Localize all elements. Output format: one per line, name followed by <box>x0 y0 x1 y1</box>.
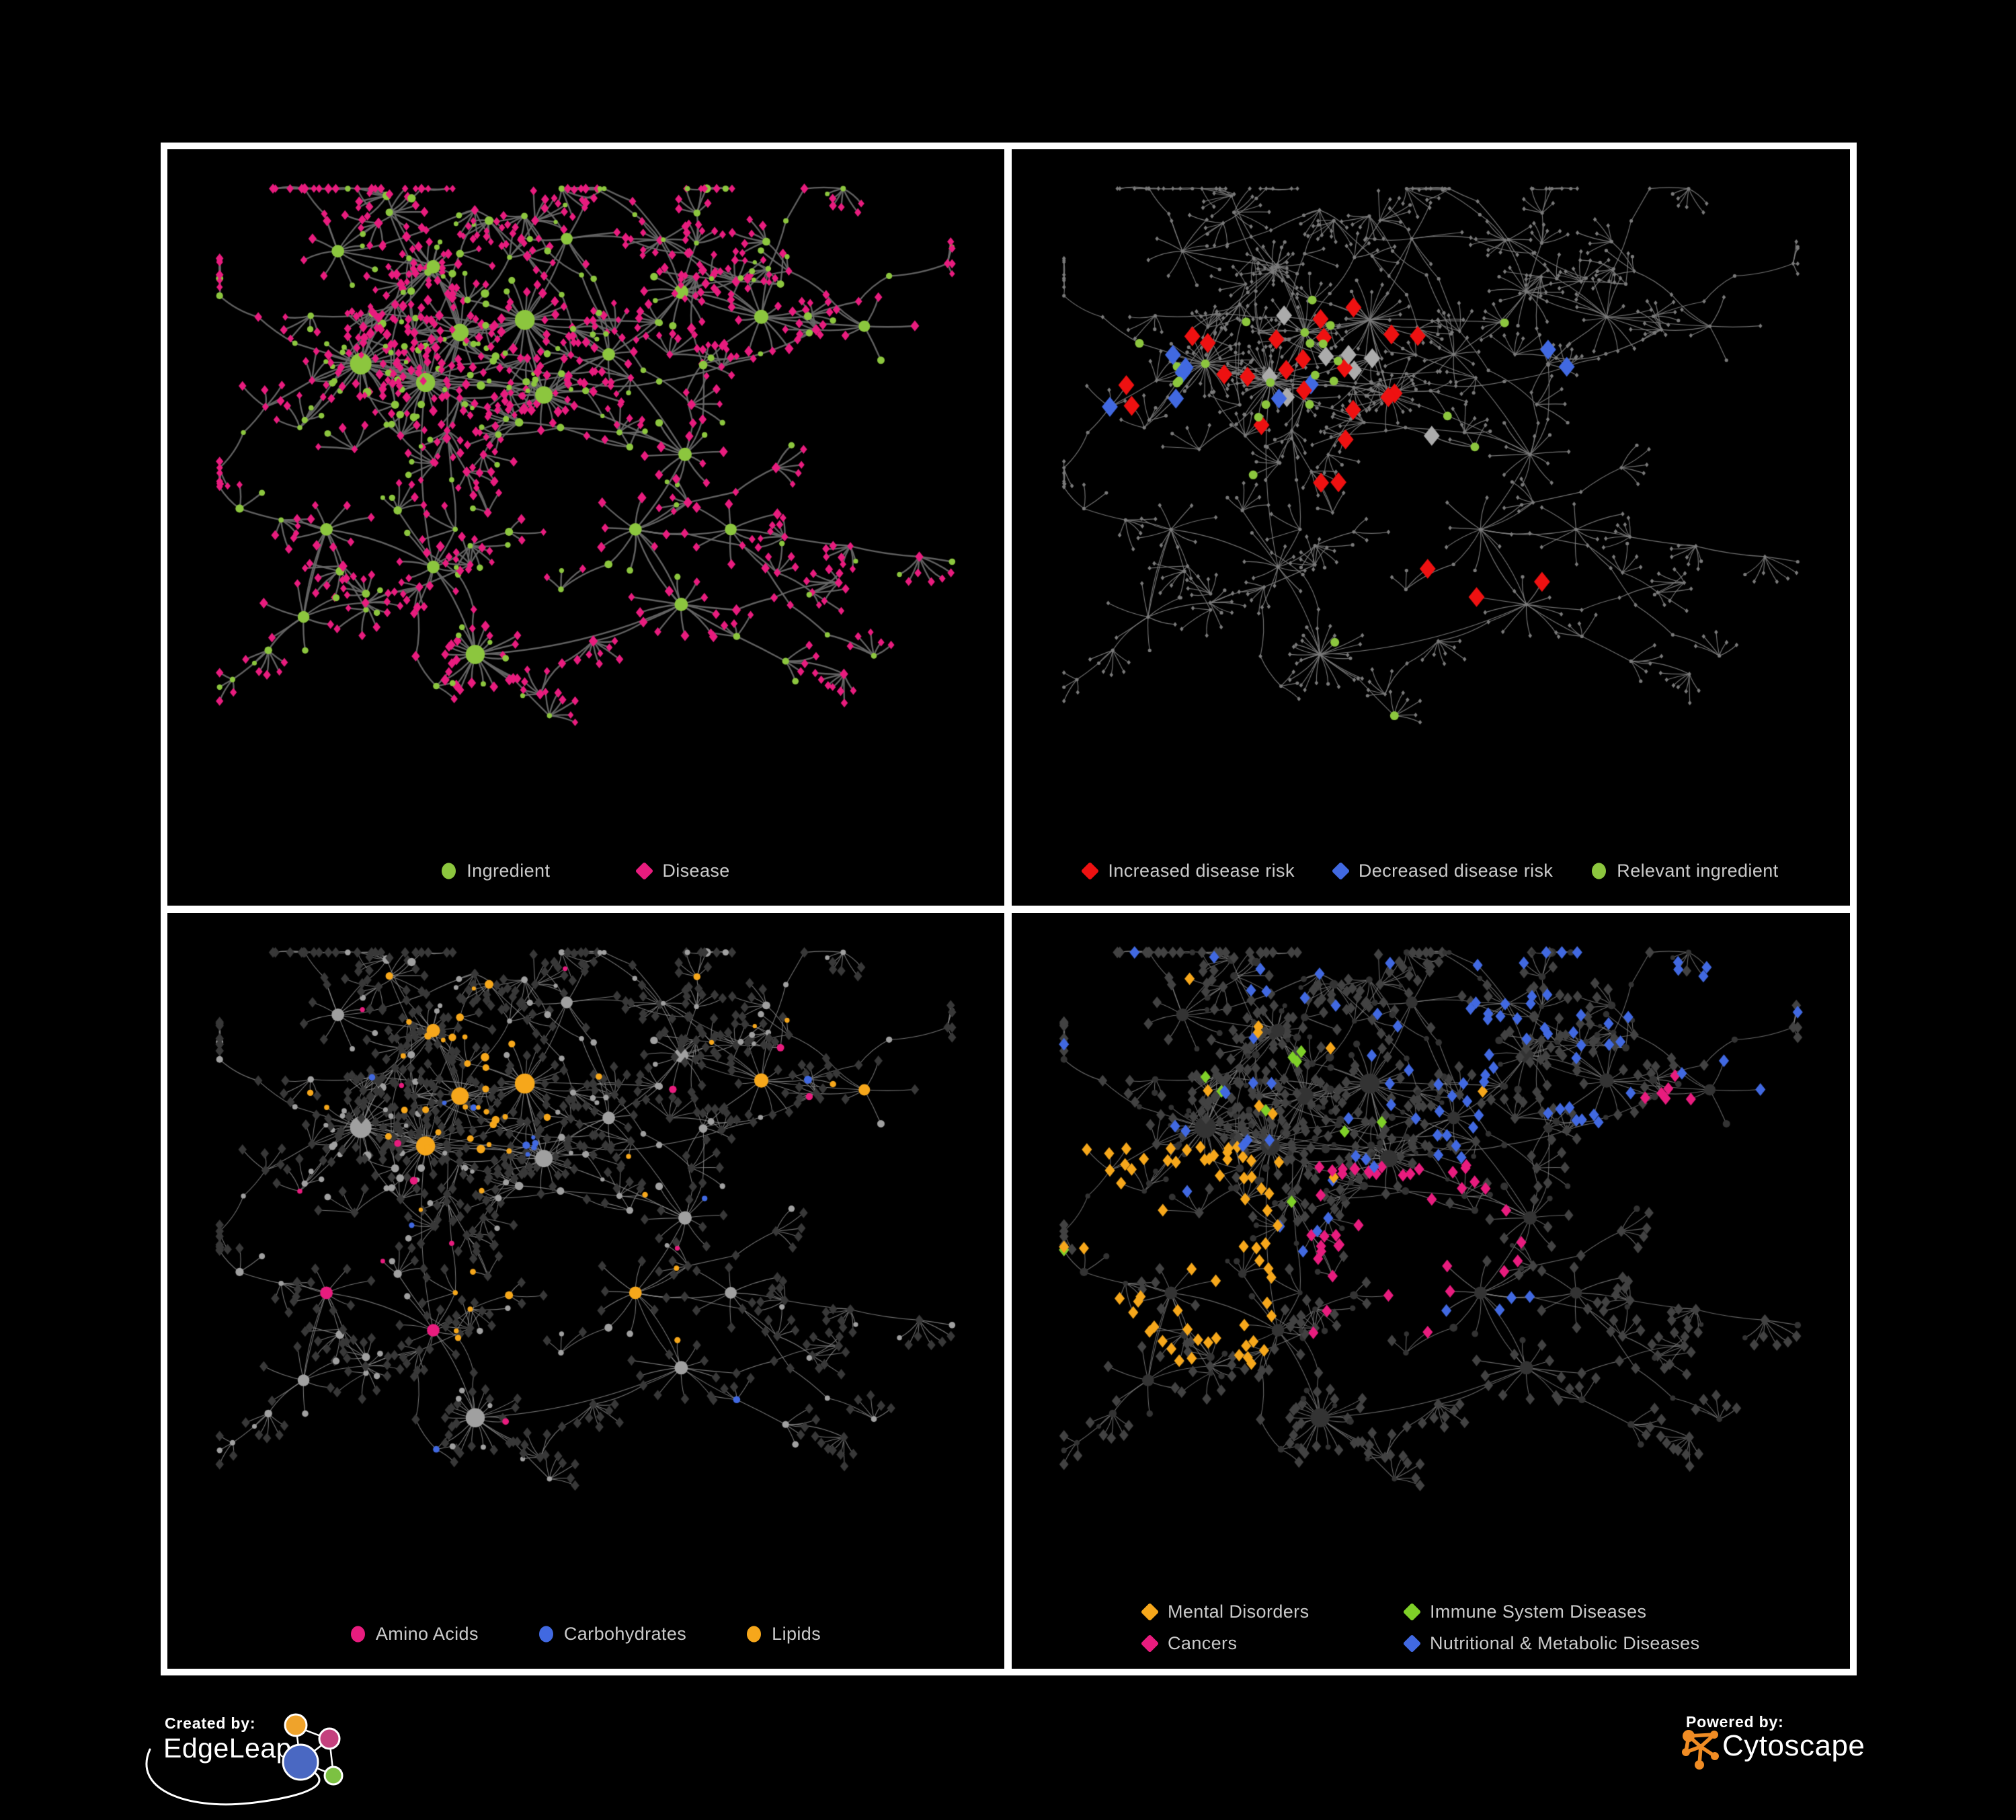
edgeleap-pink-node <box>318 1727 341 1750</box>
legend-label: Immune System Diseases <box>1430 1601 1647 1622</box>
network-canvas-disease-classes <box>1012 913 1850 1669</box>
network-canvas-ingredient-classes <box>167 913 1004 1669</box>
legend-item-disease: Disease <box>635 861 730 881</box>
legend-ingredient-disease: Ingredient Disease <box>167 861 1004 881</box>
nutritional-metabolic-diamond-swatch <box>1402 1634 1422 1653</box>
legend-label: Ingredient <box>467 861 551 881</box>
panel-disease-classes: Mental Disorders Immune System Diseases … <box>1012 913 1850 1669</box>
legend-disease-risk: Increased disease risk Decreased disease… <box>1012 861 1850 881</box>
edgeleap-wordmark: EdgeLeap <box>163 1733 292 1764</box>
legend-label: Amino Acids <box>375 1624 479 1644</box>
decreased-risk-diamond-swatch <box>1331 861 1350 881</box>
legend-label: Mental Disorders <box>1168 1601 1309 1622</box>
legend-disease-classes: Mental Disorders Immune System Diseases … <box>1140 1601 1700 1654</box>
mental-disorders-diamond-swatch <box>1140 1602 1160 1622</box>
cytoscape-wordmark: Cytoscape <box>1722 1729 1865 1762</box>
legend-item-mental-disorders: Mental Disorders <box>1140 1601 1405 1622</box>
legend-item-amino-acids: Amino Acids <box>350 1624 479 1645</box>
legend-ingredient-classes: Amino Acids Carbohydrates Lipids <box>167 1624 1004 1645</box>
amino-acids-circle-swatch <box>350 1626 365 1643</box>
carbohydrates-circle-swatch <box>538 1626 553 1643</box>
legend-label: Decreased disease risk <box>1358 861 1554 881</box>
legend-label: Carbohydrates <box>563 1624 687 1644</box>
immune-system-diamond-swatch <box>1402 1602 1422 1622</box>
legend-item-decreased-risk: Decreased disease risk <box>1331 861 1554 881</box>
cytoscape-logo <box>1682 1730 1719 1770</box>
powered-by-caption: Powered by: <box>1686 1713 1784 1731</box>
relevant-ingredient-circle-swatch <box>1592 863 1607 879</box>
disease-diamond-swatch <box>635 861 654 881</box>
legend-item-nutritional-metabolic-diseases: Nutritional & Metabolic Diseases <box>1402 1633 1700 1654</box>
legend-label: Increased disease risk <box>1108 861 1295 881</box>
lipids-circle-swatch <box>747 1626 762 1643</box>
legend-item-immune-system-diseases: Immune System Diseases <box>1402 1601 1699 1622</box>
legend-item-increased-risk: Increased disease risk <box>1081 861 1295 881</box>
increased-risk-diamond-swatch <box>1081 861 1100 881</box>
legend-label: Disease <box>662 861 730 881</box>
legend-label: Relevant ingredient <box>1617 861 1779 881</box>
edgeleap-green-node <box>323 1766 344 1786</box>
edgeleap-logo <box>145 1713 344 1806</box>
ingredient-circle-swatch <box>442 863 456 879</box>
legend-label: Nutritional & Metabolic Diseases <box>1430 1633 1700 1653</box>
cancers-diamond-swatch <box>1140 1634 1160 1653</box>
legend-label: Lipids <box>772 1624 821 1644</box>
legend-label: Cancers <box>1168 1633 1238 1653</box>
panel-disease-risk: Increased disease risk Decreased disease… <box>1012 149 1850 906</box>
legend-item-relevant-ingredient: Relevant ingredient <box>1592 861 1778 881</box>
legend-item-cancers: Cancers <box>1140 1633 1405 1654</box>
network-canvas-disease-risk <box>1012 149 1850 906</box>
panel-grid: Ingredient Disease Increased disease ris… <box>161 143 1857 1675</box>
legend-item-ingredient: Ingredient <box>442 861 550 881</box>
edgeleap-swoosh <box>145 1748 321 1806</box>
panel-ingredient-disease: Ingredient Disease <box>167 149 1004 906</box>
network-canvas-ingredient-disease <box>167 149 1004 906</box>
created-by-caption: Created by: <box>165 1714 256 1732</box>
panel-ingredient-classes: Amino Acids Carbohydrates Lipids <box>167 913 1004 1669</box>
legend-item-carbohydrates: Carbohydrates <box>538 1624 687 1645</box>
edgeleap-orange-node <box>284 1713 308 1737</box>
legend-item-lipids: Lipids <box>747 1624 821 1645</box>
cytoscape-nodes <box>1682 1730 1719 1770</box>
edgeleap-blue-node <box>282 1743 319 1781</box>
